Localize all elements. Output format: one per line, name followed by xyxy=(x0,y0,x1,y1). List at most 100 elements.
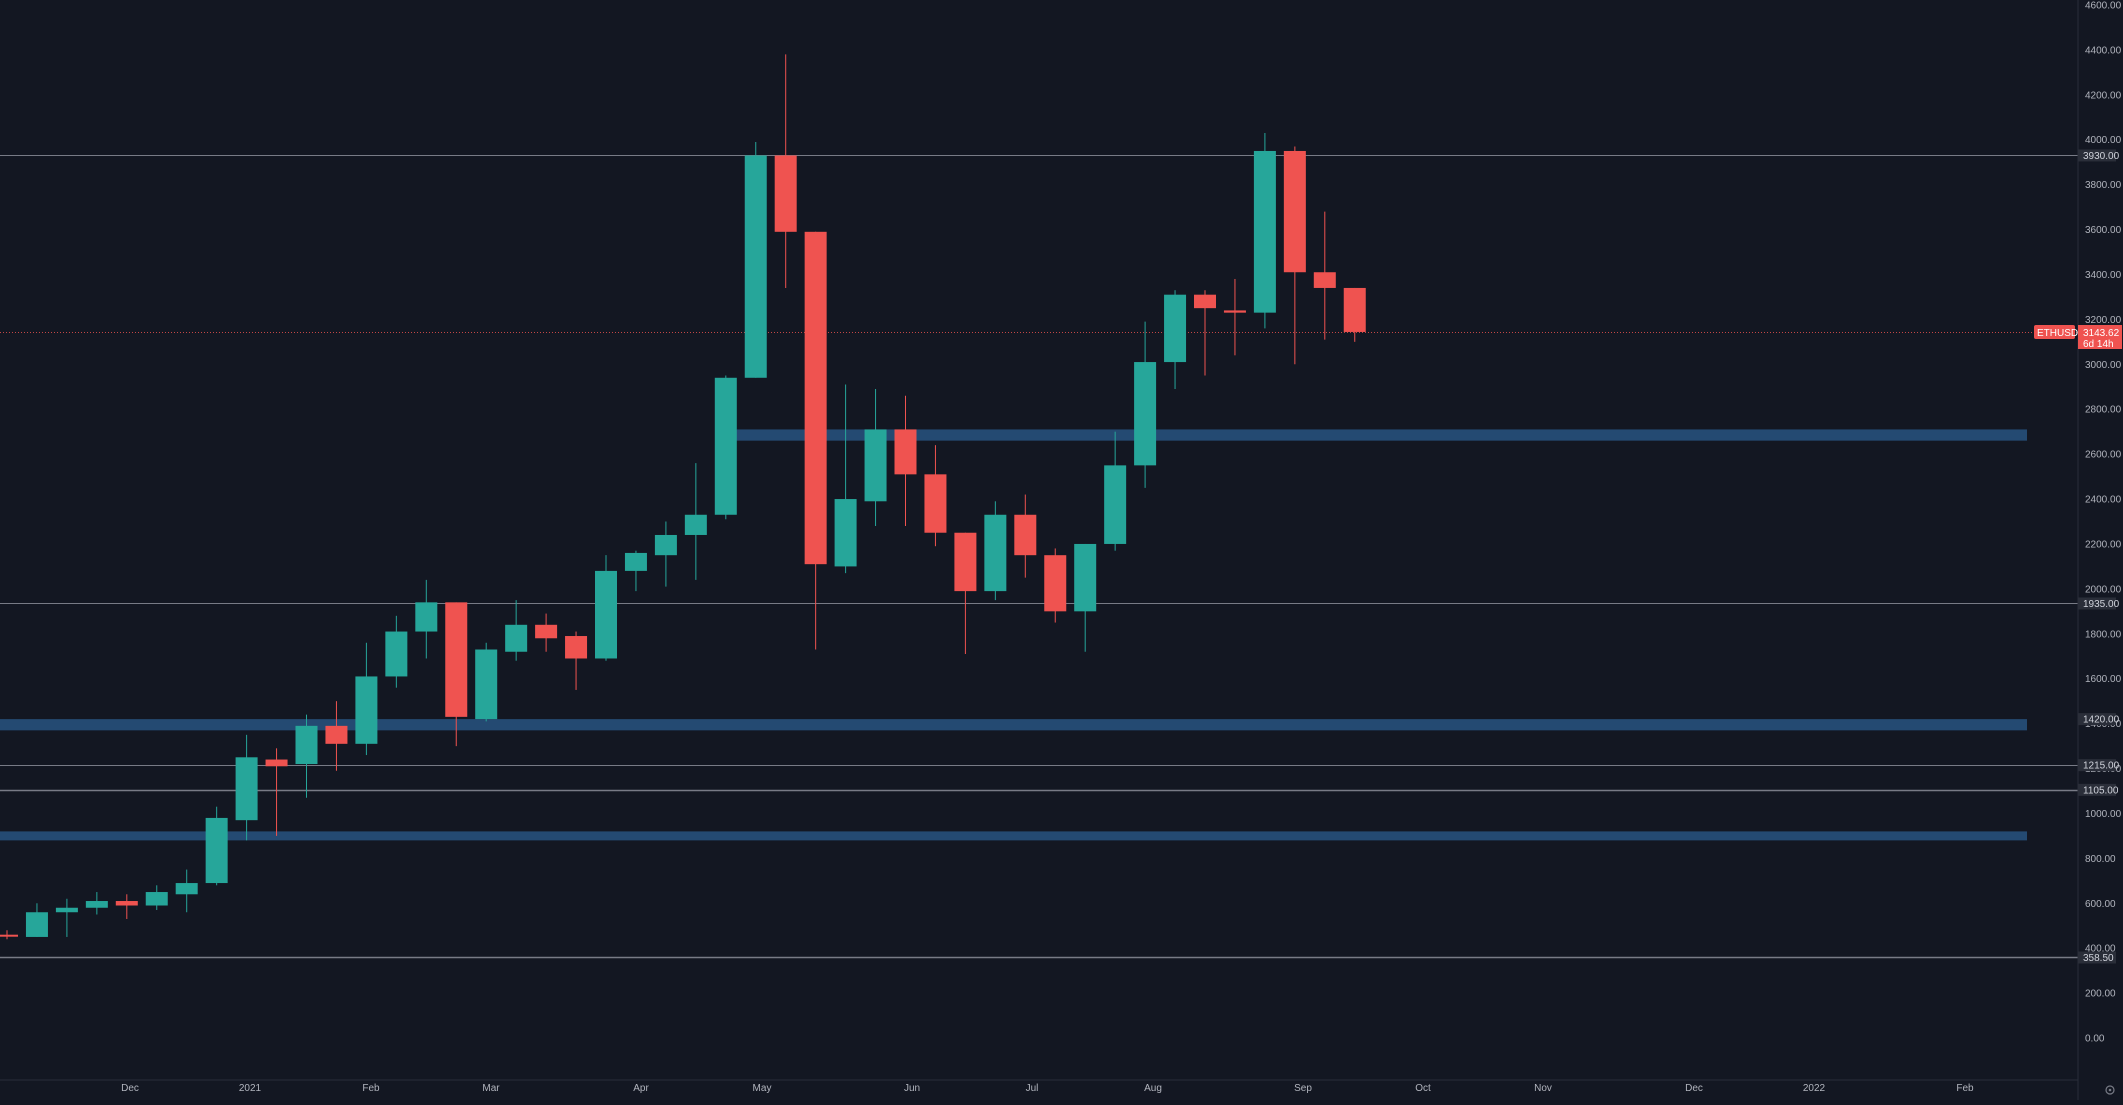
candle-38[interactable] xyxy=(1134,321,1157,488)
price-tag-bg-0 xyxy=(2078,149,2116,162)
candle-32[interactable] xyxy=(954,532,977,654)
candle-body-13 xyxy=(385,631,408,677)
candle-body-41 xyxy=(1223,310,1246,313)
price-axis[interactable] xyxy=(0,0,2079,1100)
candle-42[interactable] xyxy=(1253,133,1276,329)
candle-41[interactable] xyxy=(1223,278,1246,356)
time-label-8: Aug xyxy=(1144,1083,1162,1094)
candle-6[interactable] xyxy=(175,869,198,913)
candle-35[interactable] xyxy=(1044,548,1067,623)
candle-body-8 xyxy=(235,757,258,821)
candle-body-42 xyxy=(1253,150,1276,313)
candle-3[interactable] xyxy=(85,892,108,915)
candle-26[interactable] xyxy=(774,54,797,288)
time-label-10: Oct xyxy=(1415,1083,1431,1094)
candle-37[interactable] xyxy=(1104,431,1127,551)
candle-16[interactable] xyxy=(475,642,498,722)
price-tick-labels: 0.00200.00400.00600.00800.001000.001200.… xyxy=(2085,1,2122,1045)
zone-rect-0[interactable] xyxy=(715,429,2027,441)
candle-21[interactable] xyxy=(624,550,647,592)
candle-24[interactable] xyxy=(714,375,737,520)
candle-9[interactable] xyxy=(265,748,288,836)
candle-36[interactable] xyxy=(1074,543,1097,652)
candle-31[interactable] xyxy=(924,445,947,547)
price-tick-12: 2400.00 xyxy=(2085,495,2122,506)
time-label-7: Jul xyxy=(1026,1083,1039,1094)
price-tick-0: 0.00 xyxy=(2085,1034,2105,1045)
time-label-14: Feb xyxy=(1956,1083,1974,1094)
price-tick-15: 3000.00 xyxy=(2085,360,2122,371)
price-tick-20: 4000.00 xyxy=(2085,135,2122,146)
candle-body-18 xyxy=(535,624,558,639)
candle-4[interactable] xyxy=(115,894,138,919)
candle-12[interactable] xyxy=(355,642,378,756)
price-tick-23: 4600.00 xyxy=(2085,1,2122,12)
candle-body-17 xyxy=(505,624,528,652)
price-tag-2: 1420.00 xyxy=(2083,715,2120,726)
candle-19[interactable] xyxy=(565,631,588,690)
price-tick-17: 3400.00 xyxy=(2085,270,2122,281)
candle-20[interactable] xyxy=(595,555,617,661)
horizontal-level-lines xyxy=(0,155,2078,959)
price-tick-2: 400.00 xyxy=(2085,944,2116,955)
candle-28[interactable] xyxy=(834,384,857,574)
candle-30[interactable] xyxy=(894,395,917,526)
candle-43[interactable] xyxy=(1283,146,1306,365)
price-tag-bg-5 xyxy=(2078,951,2116,964)
candle-7[interactable] xyxy=(205,806,228,886)
candle-23[interactable] xyxy=(684,463,707,580)
candle-8[interactable] xyxy=(235,734,258,841)
zone-rect-1[interactable] xyxy=(0,719,2027,731)
settings-gear-icon[interactable] xyxy=(2105,1085,2115,1095)
candle-body-25 xyxy=(744,155,767,378)
candles[interactable] xyxy=(0,54,1366,940)
candle-13[interactable] xyxy=(385,615,408,688)
price-tick-11: 2200.00 xyxy=(2085,539,2122,550)
candle-14[interactable] xyxy=(415,579,438,659)
candle-33[interactable] xyxy=(984,501,1007,601)
candle-29[interactable] xyxy=(864,389,887,526)
candle-39[interactable] xyxy=(1164,290,1187,390)
candle-22[interactable] xyxy=(654,521,677,587)
candle-body-2 xyxy=(55,907,78,913)
candle-15[interactable] xyxy=(445,602,468,747)
price-tag-1: 1935.00 xyxy=(2083,599,2120,610)
candle-body-11 xyxy=(325,725,348,744)
candle-body-16 xyxy=(475,649,498,720)
candle-10[interactable] xyxy=(295,714,318,798)
current-price-label: 3143.62 xyxy=(2083,328,2120,339)
candle-body-24 xyxy=(714,377,737,515)
current-price-group: ETHUSD 3143.62 6d 14h xyxy=(2034,325,2122,350)
candle-44[interactable] xyxy=(1313,211,1336,340)
candle-25[interactable] xyxy=(744,141,767,378)
candle-34[interactable] xyxy=(1014,494,1037,578)
time-label-13: 2022 xyxy=(1803,1083,1826,1094)
candle-body-36 xyxy=(1074,543,1097,612)
time-label-9: Sep xyxy=(1294,1083,1312,1094)
price-tag-bg-4 xyxy=(2078,783,2116,796)
candle-body-44 xyxy=(1313,272,1336,288)
candle-body-12 xyxy=(355,676,378,744)
candle-body-34 xyxy=(1014,514,1037,556)
candle-body-45 xyxy=(1343,287,1366,332)
candle-45[interactable] xyxy=(1343,287,1366,342)
candle-11[interactable] xyxy=(325,701,348,771)
candle-27[interactable] xyxy=(804,231,827,650)
price-tick-10: 2000.00 xyxy=(2085,584,2122,595)
candle-0[interactable] xyxy=(0,930,18,940)
candle-40[interactable] xyxy=(1194,290,1216,376)
candle-5[interactable] xyxy=(145,885,168,910)
candle-2[interactable] xyxy=(55,898,78,937)
candle-body-33 xyxy=(984,514,1007,592)
candle-body-19 xyxy=(565,636,588,659)
candle-1[interactable] xyxy=(25,903,48,937)
zone-rect-2[interactable] xyxy=(0,831,2027,841)
candle-17[interactable] xyxy=(505,600,528,661)
price-tick-14: 2800.00 xyxy=(2085,405,2122,416)
support-resistance-zones xyxy=(0,429,2027,841)
price-tick-16: 3200.00 xyxy=(2085,315,2122,326)
candle-18[interactable] xyxy=(535,613,558,652)
candle-body-3 xyxy=(85,901,108,908)
